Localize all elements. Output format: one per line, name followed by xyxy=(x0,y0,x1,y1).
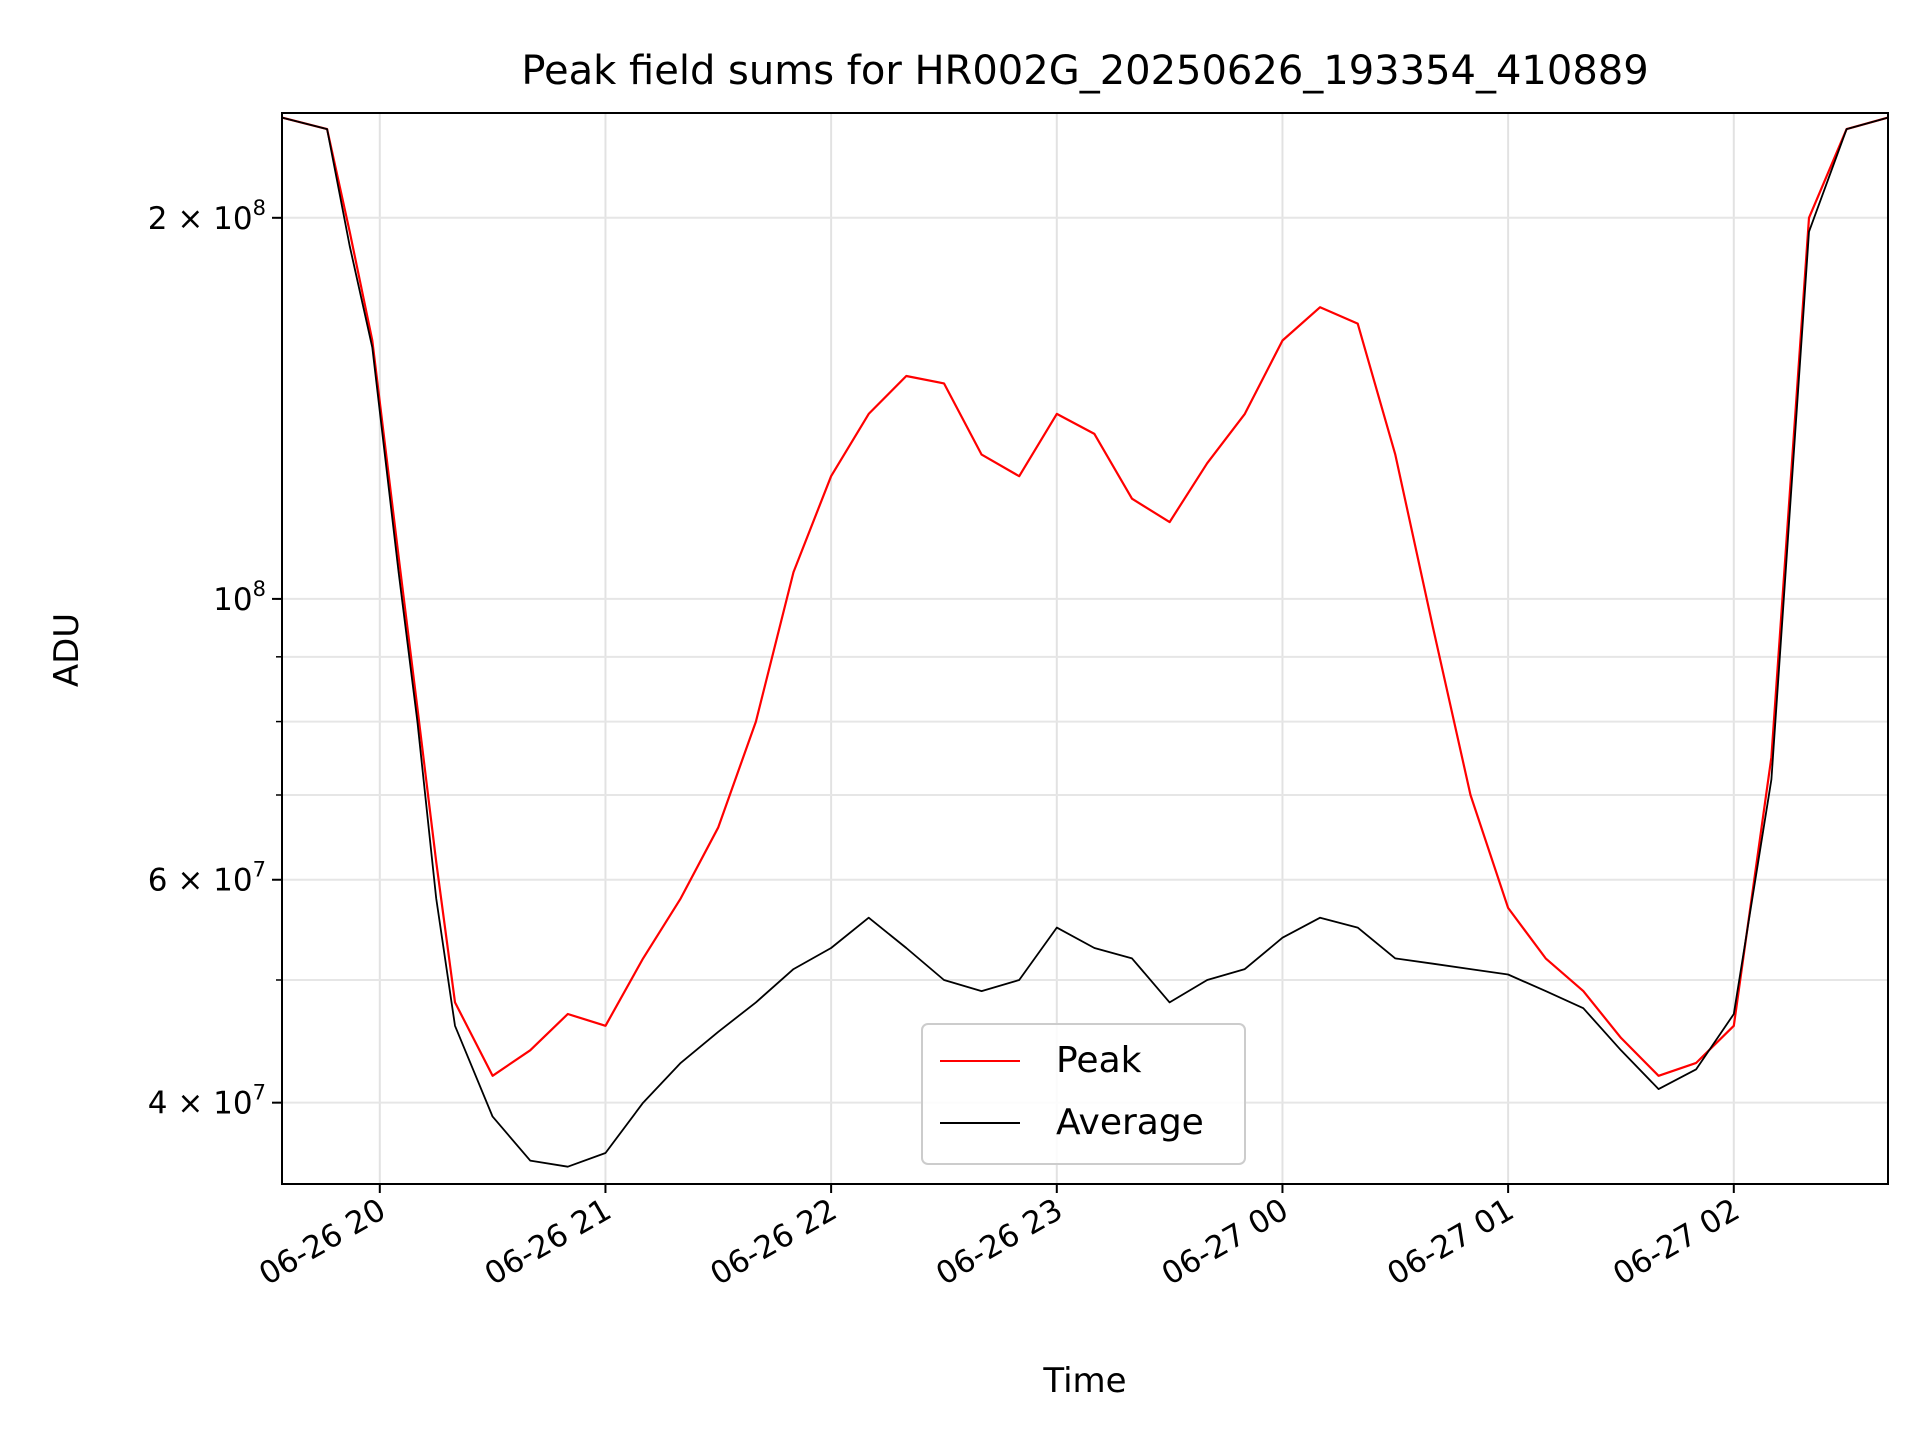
x-tick-label: 06-26 21 xyxy=(479,1192,618,1293)
gridlines xyxy=(282,113,1888,1184)
x-tick-label: 06-27 02 xyxy=(1607,1192,1746,1293)
series-line-average xyxy=(281,116,1889,1168)
legend-box xyxy=(921,1023,1246,1165)
plot-frame xyxy=(281,112,1889,1185)
x-tick-label: 06-27 01 xyxy=(1381,1192,1520,1293)
y-tick-label: 108 xyxy=(213,577,266,618)
legend: Peak Average xyxy=(921,1023,1246,1165)
y-tick-label: 2 × 108 xyxy=(148,196,266,237)
x-tick-label: 06-26 22 xyxy=(704,1192,843,1293)
series-layer xyxy=(281,116,1889,1168)
x-tick-label: 06-26 23 xyxy=(930,1192,1069,1293)
x-tick-label: 06-27 00 xyxy=(1156,1192,1295,1293)
x-tick-label: 06-26 20 xyxy=(253,1192,392,1293)
y-axis: 2 × 108 108 6 × 107 4 × 107 xyxy=(148,196,282,1122)
y-tick-label: 4 × 107 xyxy=(148,1081,266,1122)
legend-label-average: Average xyxy=(1056,1102,1204,1143)
x-axis-label: Time xyxy=(1042,1361,1126,1401)
series-line-peak xyxy=(281,116,1889,1077)
y-axis-label: ADU xyxy=(47,613,87,687)
y-tick-label: 6 × 107 xyxy=(148,858,266,899)
chart-title: Peak field sums for HR002G_20250626_1933… xyxy=(521,48,1648,94)
x-axis: 06-26 20 06-26 21 06-26 22 06-26 23 06-27 00… xyxy=(253,1184,1746,1293)
legend-label-peak: Peak xyxy=(1056,1040,1142,1081)
